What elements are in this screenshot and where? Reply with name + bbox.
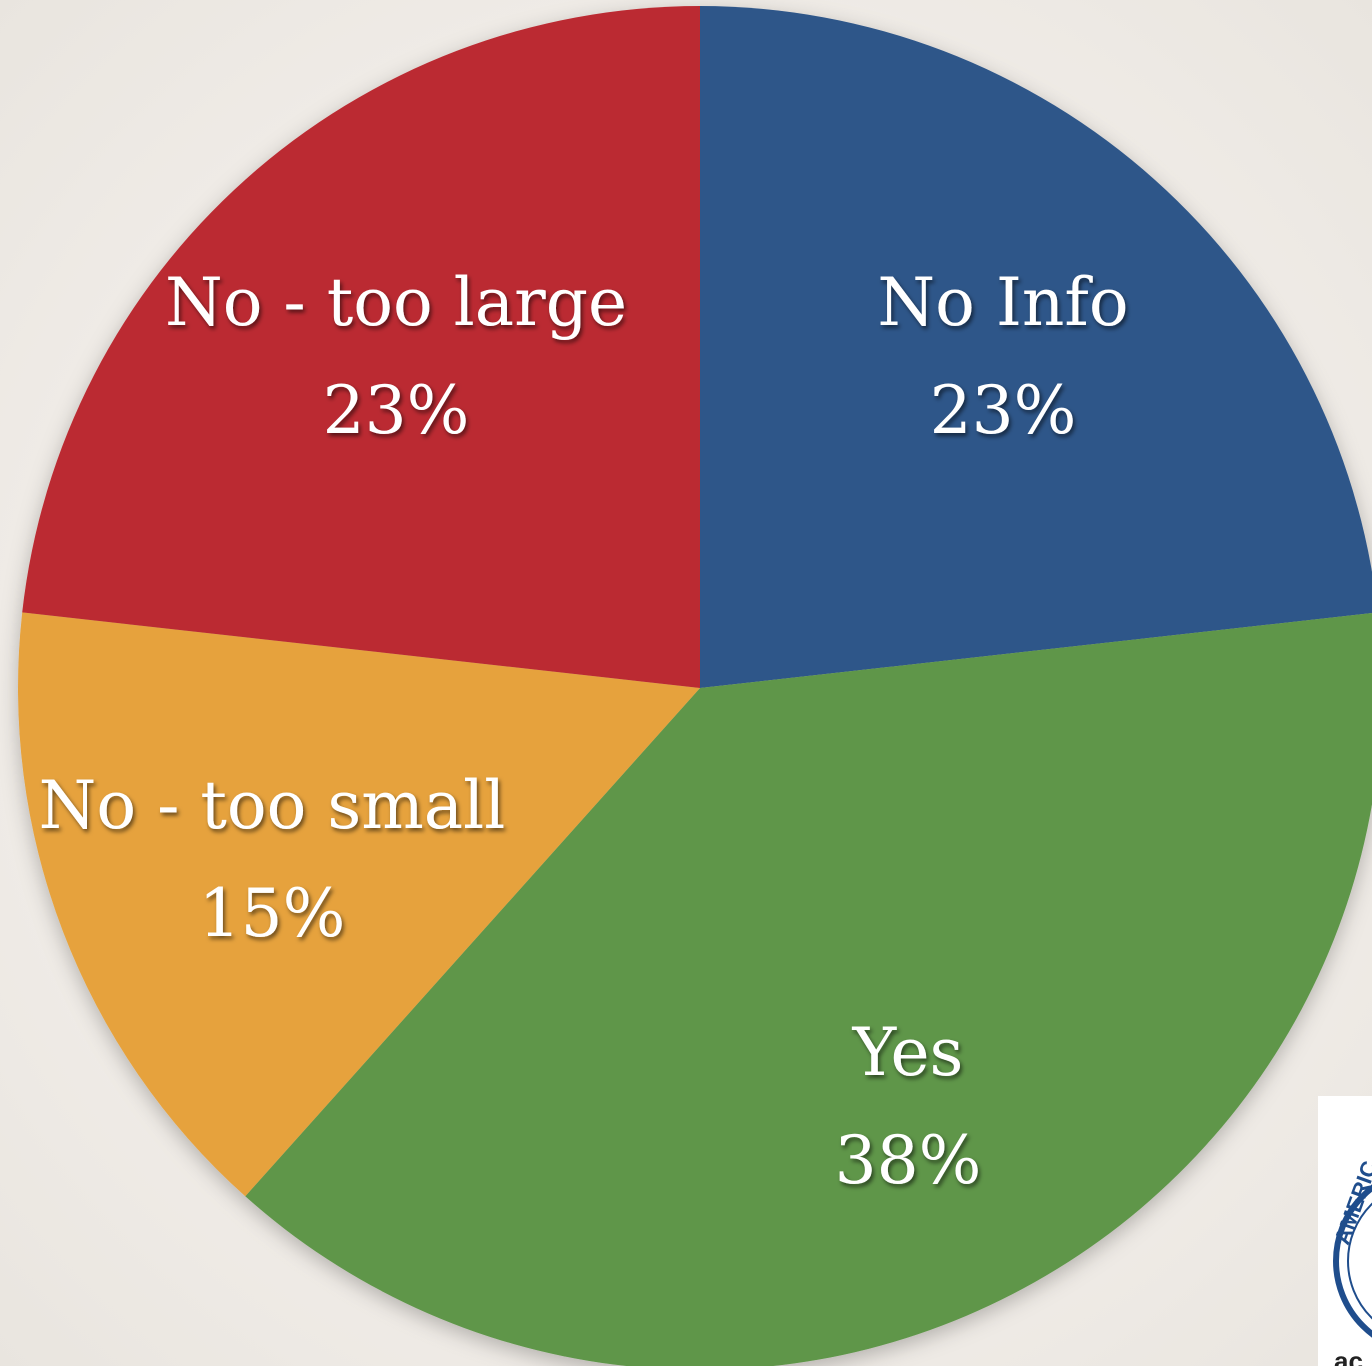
svg-text:ac: ac [1334, 1346, 1363, 1366]
slice-value-yes: 38% [835, 1122, 982, 1199]
pie-slice-no-too-small [17, 612, 700, 1197]
slice-value-no-too-small: 15% [199, 875, 346, 952]
pie-slice-no-info [700, 6, 1372, 688]
pie-slice-no-too-large [22, 6, 701, 688]
slice-label-no-info: No Info [877, 264, 1128, 341]
slice-label-yes: Yes [852, 1014, 964, 1091]
pie-slice-yes [245, 613, 1372, 1366]
svg-text:AMERIC: AMERIC [1329, 1158, 1372, 1248]
slice-label-no-too-small: No - too small [39, 767, 506, 844]
slice-value-no-too-large: 23% [323, 372, 470, 449]
slice-value-no-info: 23% [930, 372, 1077, 449]
slice-label-no-too-large: No - too large [165, 264, 627, 341]
pie-labels: No Info 23% Yes 38% No - too small 15% No - to… [39, 264, 1129, 1199]
organization-logo: AMERIC ac [1318, 1096, 1372, 1366]
pie-slices [17, 6, 1372, 1366]
